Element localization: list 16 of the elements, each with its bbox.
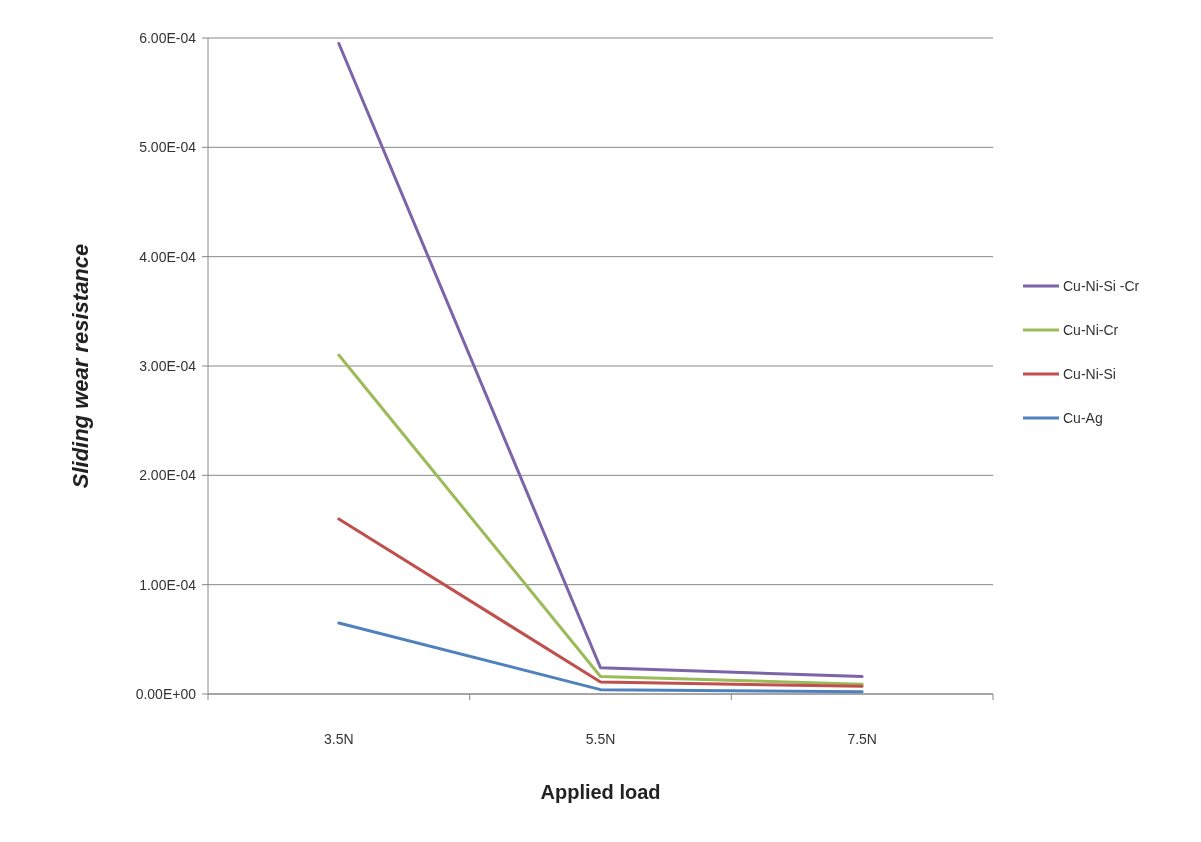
x-tick-label: 5.5N <box>585 731 616 747</box>
y-axis-title: Sliding wear resistance <box>68 243 93 489</box>
x-tick-label: 3.5N <box>324 731 354 747</box>
y-tick-label: 3.00E-04 <box>139 357 197 374</box>
x-tick-label: 7.5N <box>847 731 877 747</box>
y-tick-label: 5.00E-04 <box>139 139 197 156</box>
y-tick-label: 2.00E-04 <box>139 467 197 484</box>
legend-label: Cu-Ni-Cr <box>1063 321 1119 338</box>
y-tick-label: 0.00E+00 <box>135 685 197 702</box>
legend-label: Cu-Ni-Si -Cr <box>1063 277 1140 294</box>
legend-label: Cu-Ni-Si <box>1063 365 1116 382</box>
y-tick-label: 6.00E-04 <box>139 29 197 46</box>
y-tick-label: 1.00E-04 <box>139 576 197 593</box>
legend-label: Cu-Ag <box>1063 409 1103 426</box>
x-axis-title: Applied load <box>540 781 661 803</box>
y-tick-label: 4.00E-04 <box>139 248 197 265</box>
